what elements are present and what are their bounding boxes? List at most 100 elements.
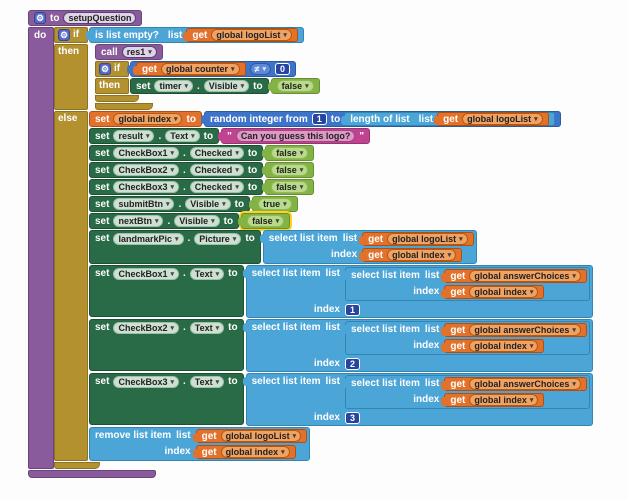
get-global-counter-block[interactable]: get global counter: [133, 62, 246, 76]
select-list-item-block[interactable]: select list item list get global logoLis…: [259, 230, 477, 264]
get-global-logolist-block[interactable]: get global logoList: [359, 232, 474, 246]
true-block[interactable]: true: [249, 196, 298, 212]
get-global-logolist-block[interactable]: get global logoList: [192, 429, 308, 443]
get-global-index-block[interactable]: get global index: [441, 393, 545, 407]
variable-dropdown[interactable]: global index: [469, 340, 539, 352]
component-dropdown[interactable]: CheckBox2: [113, 322, 179, 334]
variable-dropdown[interactable]: global logoList: [462, 113, 543, 125]
number-1-field[interactable]: 1: [311, 113, 327, 125]
property-dropdown[interactable]: Picture: [194, 233, 242, 245]
inner-if-block[interactable]: ⚙ if get global counter ≠ 0: [95, 61, 320, 102]
boolean-dropdown[interactable]: false: [271, 164, 309, 176]
select-list-item-block-inner[interactable]: select list item list get global answerC…: [341, 321, 590, 355]
property-dropdown[interactable]: Visible: [203, 80, 250, 92]
set-timer-visible-block[interactable]: set timer . Visible to: [130, 78, 269, 94]
variable-dropdown[interactable]: global answerChoices: [469, 270, 581, 282]
number-2-field[interactable]: 2: [344, 357, 360, 370]
mutator-gear-icon[interactable]: ⚙: [99, 63, 111, 75]
component-dropdown[interactable]: result: [113, 130, 155, 142]
variable-dropdown[interactable]: global index: [220, 446, 290, 458]
false-block[interactable]: false: [262, 145, 315, 161]
set-checkbox1-text-block[interactable]: set CheckBox1 . Text to: [89, 265, 244, 317]
inner-if-header[interactable]: ⚙ if: [95, 61, 129, 77]
component-dropdown[interactable]: CheckBox1: [113, 147, 179, 159]
get-global-logolist-block[interactable]: get global logoList: [183, 28, 298, 42]
variable-dropdown[interactable]: global index: [387, 249, 457, 261]
component-dropdown[interactable]: CheckBox3: [113, 181, 179, 193]
text-string-block[interactable]: " Can you guess this logo? ": [218, 128, 371, 144]
property-dropdown[interactable]: Visible: [185, 198, 231, 210]
component-dropdown[interactable]: nextBtn: [113, 215, 164, 227]
component-dropdown[interactable]: submitBtn: [113, 198, 175, 210]
property-dropdown[interactable]: Text: [189, 376, 225, 388]
boolean-dropdown[interactable]: false: [271, 181, 309, 193]
get-global-index-block[interactable]: get global index: [441, 339, 545, 353]
set-checkbox1-checked-block[interactable]: set CheckBox1 . Checked to: [89, 145, 264, 161]
false-block[interactable]: false: [262, 179, 315, 195]
property-dropdown[interactable]: Text: [165, 130, 200, 142]
select-list-item-block-outer[interactable]: select list item list select list item l…: [242, 265, 593, 318]
set-result-text-block[interactable]: set result . Text to: [89, 128, 220, 144]
variable-dropdown[interactable]: global index: [113, 113, 183, 125]
set-submitbtn-visible-block[interactable]: set submitBtn . Visible to: [89, 196, 251, 212]
if-header[interactable]: ⚙ if: [54, 27, 88, 43]
variable-dropdown[interactable]: global answerChoices: [469, 324, 581, 336]
not-equal-compare-block[interactable]: get global counter ≠ 0: [126, 61, 297, 77]
set-checkbox3-checked-block[interactable]: set CheckBox3 . Checked to: [89, 179, 264, 195]
component-dropdown[interactable]: CheckBox2: [113, 164, 179, 176]
set-checkbox2-text-block[interactable]: set CheckBox2 . Text to: [89, 319, 244, 371]
variable-dropdown[interactable]: global index: [469, 286, 539, 298]
select-list-item-block-inner[interactable]: select list item list get global answerC…: [341, 375, 590, 409]
boolean-dropdown[interactable]: false: [247, 215, 285, 227]
false-block[interactable]: false: [267, 78, 320, 94]
number-1-field[interactable]: 1: [344, 303, 360, 316]
mutator-gear-icon[interactable]: ⚙: [58, 29, 70, 41]
number-3-field[interactable]: 3: [344, 411, 360, 424]
variable-dropdown[interactable]: global logoList: [220, 430, 302, 442]
procedure-dropdown[interactable]: res1: [121, 46, 157, 58]
set-nextbtn-visible-block[interactable]: set nextBtn . Visible to: [89, 213, 240, 229]
number-0-field[interactable]: 0: [275, 63, 291, 75]
select-list-item-block-outer[interactable]: select list item list select list item l…: [242, 373, 593, 426]
boolean-dropdown[interactable]: false: [276, 80, 314, 92]
get-global-answerchoices-block[interactable]: get global answerChoices: [441, 377, 587, 391]
select-list-item-block-outer[interactable]: select list item list select list item l…: [242, 319, 593, 372]
variable-dropdown[interactable]: global logoList: [211, 29, 292, 41]
if-then-else-block[interactable]: ⚙ if is list empty? list get global logo…: [54, 27, 593, 469]
set-global-index-block[interactable]: set global index to: [89, 111, 202, 127]
string-field[interactable]: Can you guess this logo?: [235, 130, 356, 142]
set-checkbox2-checked-block[interactable]: set CheckBox2 . Checked to: [89, 162, 264, 178]
random-integer-block[interactable]: random integer from 1 to length of list …: [200, 111, 561, 127]
property-dropdown[interactable]: Checked: [189, 147, 244, 159]
set-checkbox3-text-block[interactable]: set CheckBox3 . Text to: [89, 373, 244, 425]
call-res1-block[interactable]: call res1: [95, 44, 163, 60]
variable-dropdown[interactable]: global logoList: [387, 233, 468, 245]
get-global-index-block[interactable]: get global index: [359, 248, 463, 262]
get-global-index-block[interactable]: get global index: [192, 445, 296, 459]
get-global-index-block[interactable]: get global index: [441, 285, 545, 299]
property-dropdown[interactable]: Visible: [174, 215, 220, 227]
get-global-answerchoices-block[interactable]: get global answerChoices: [441, 269, 587, 283]
boolean-dropdown[interactable]: false: [271, 147, 309, 159]
select-list-item-block-inner[interactable]: select list item list get global answerC…: [341, 267, 590, 301]
set-landmarkpic-picture-block[interactable]: set landmarkPic . Picture to: [89, 230, 261, 264]
length-of-list-block[interactable]: length of list list get global logoList: [341, 112, 555, 126]
component-dropdown[interactable]: CheckBox3: [113, 376, 179, 388]
component-dropdown[interactable]: CheckBox1: [113, 268, 179, 280]
property-dropdown[interactable]: Checked: [189, 164, 244, 176]
mutator-gear-icon[interactable]: ⚙: [34, 12, 46, 24]
procedure-name-field[interactable]: setupQuestion: [63, 12, 137, 24]
boolean-dropdown[interactable]: true: [258, 198, 292, 210]
component-dropdown[interactable]: landmarkPic: [113, 233, 184, 245]
property-dropdown[interactable]: Text: [189, 268, 225, 280]
operator-dropdown[interactable]: ≠: [249, 63, 271, 75]
variable-dropdown[interactable]: global index: [469, 394, 539, 406]
false-block-selected[interactable]: false: [238, 213, 291, 229]
false-block[interactable]: false: [262, 162, 315, 178]
property-dropdown[interactable]: Checked: [189, 181, 244, 193]
variable-dropdown[interactable]: global counter: [161, 63, 240, 75]
is-list-empty-block[interactable]: is list empty? list get global logoList: [86, 27, 304, 43]
get-global-logolist-block[interactable]: get global logoList: [434, 112, 549, 126]
get-global-answerchoices-block[interactable]: get global answerChoices: [441, 323, 587, 337]
component-dropdown[interactable]: timer: [154, 80, 193, 92]
